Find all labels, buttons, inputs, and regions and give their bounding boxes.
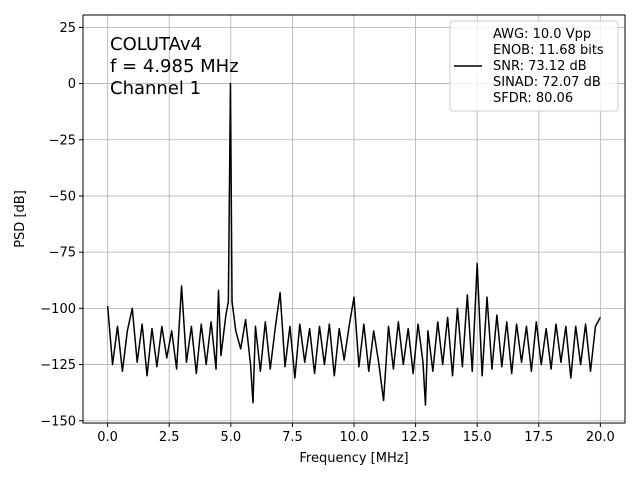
annotation: Channel 1 [110,78,201,99]
legend-label: SFDR: 80.06 [493,91,573,106]
data-line [106,82,602,406]
y-tick-label: 0 [68,77,76,92]
legend-label: SNR: 73.12 dB [493,59,587,74]
x-axis-label: Frequency [MHz] [299,451,408,466]
x-tick-label: 2.5 [159,430,180,445]
y-tick-label: 25 [59,21,76,36]
y-tick-label: −50 [49,189,76,204]
x-tick-label: 10.0 [340,430,369,445]
y-tick-label: −75 [49,246,76,261]
legend-label: ENOB: 11.68 bits [493,43,604,58]
legend-label: SINAD: 72.07 dB [493,75,601,90]
legend-frame [449,20,619,112]
plot-area [106,82,602,406]
x-tick-label: 20.0 [586,430,615,445]
x-tick-label: 17.5 [524,430,553,445]
y-axis-label: PSD [dB] [13,190,28,248]
x-tick-label: 7.5 [282,430,303,445]
x-tick-label: 12.5 [401,430,430,445]
x-tick-label: 0.0 [97,430,118,445]
annotation: COLUTAv4 [110,34,202,55]
y-tick-label: −100 [40,302,76,317]
y-tick-label: −25 [49,133,76,148]
annotation: f = 4.985 MHz [110,56,239,77]
x-tick-label: 5.0 [220,430,241,445]
y-tick-label: −125 [40,358,76,373]
y-tick-label: −150 [40,414,76,429]
legend-label: AWG: 10.0 Vpp [493,27,591,42]
x-tick-label: 15.0 [463,430,492,445]
